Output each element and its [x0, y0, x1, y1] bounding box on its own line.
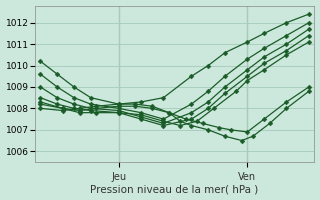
- X-axis label: Pression niveau de la mer( hPa ): Pression niveau de la mer( hPa ): [91, 184, 259, 194]
